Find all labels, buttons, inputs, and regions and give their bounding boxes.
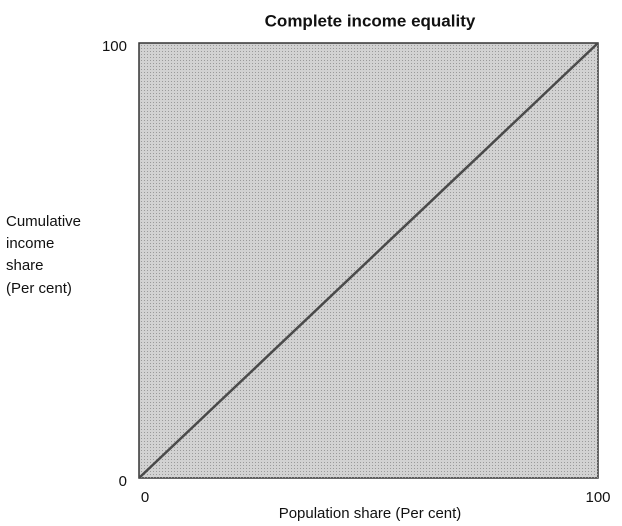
chart-title: Complete income equality <box>265 11 476 30</box>
x-tick-label: 100 <box>585 489 610 506</box>
x-axis-label: Population share (Per cent) <box>279 505 462 522</box>
y-tick-label: 0 <box>119 473 127 490</box>
y-axis-label: income <box>6 235 54 252</box>
y-axis-label: share <box>6 257 44 274</box>
x-tick-label: 0 <box>141 489 149 506</box>
y-tick-label: 100 <box>102 38 127 55</box>
y-axis-label: Cumulative <box>6 213 81 230</box>
equality-line <box>138 42 599 479</box>
y-axis-label: (Per cent) <box>6 280 72 297</box>
